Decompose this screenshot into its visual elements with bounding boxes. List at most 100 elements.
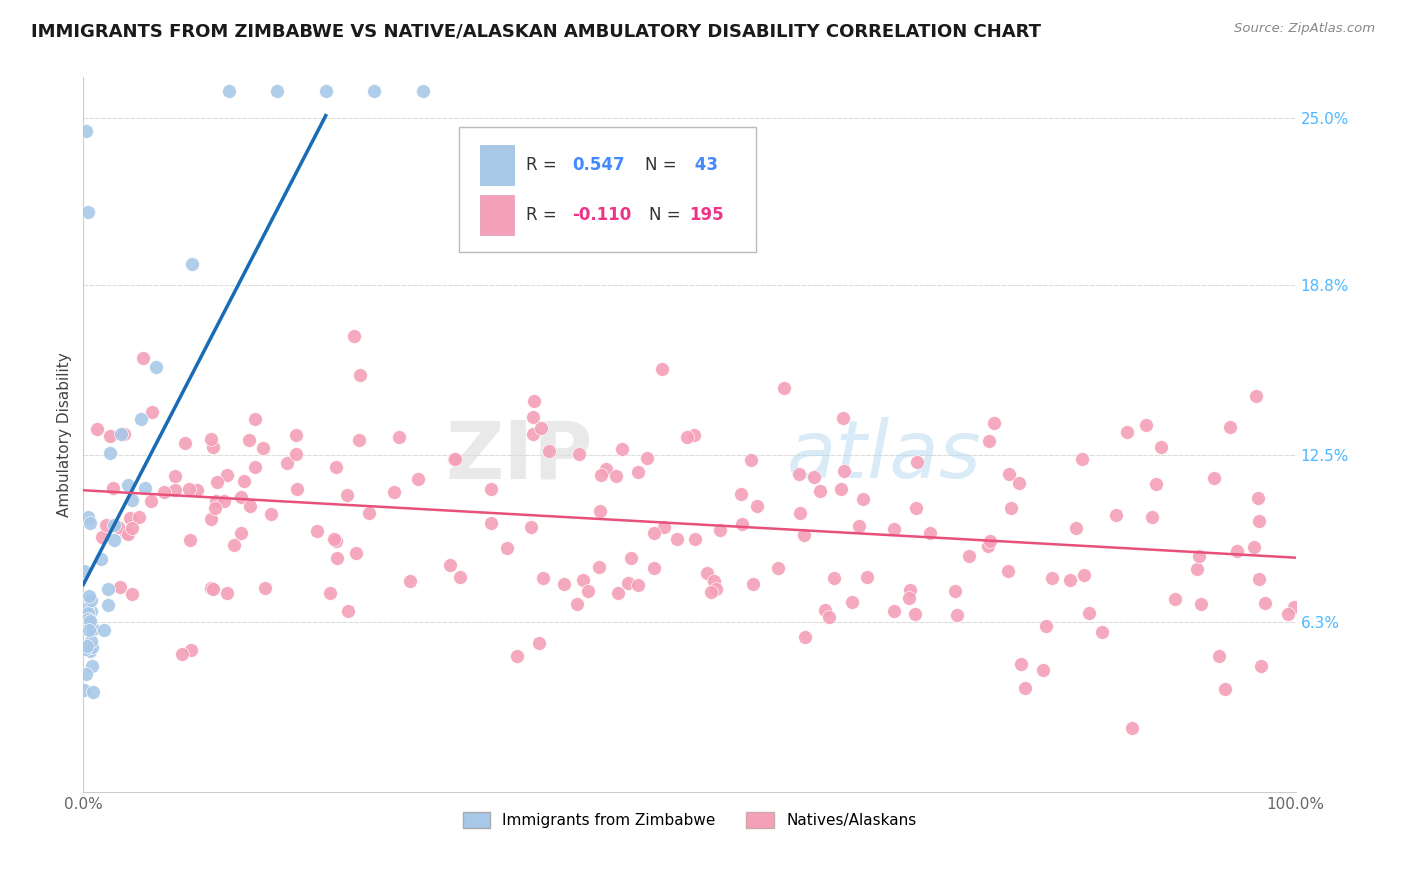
Point	[1032, 663, 1054, 677]
Point	[91, 530, 114, 544]
Point	[553, 576, 575, 591]
Point	[163, 469, 186, 483]
Point	[957, 549, 980, 563]
Point	[1254, 596, 1277, 610]
Point	[181, 257, 204, 271]
Point	[683, 532, 706, 546]
Point	[533, 151, 555, 165]
Point	[740, 453, 762, 467]
Point	[617, 575, 640, 590]
Point	[1121, 722, 1143, 736]
Point	[315, 84, 337, 98]
Point	[117, 527, 139, 541]
Point	[572, 574, 595, 588]
Point	[495, 541, 517, 556]
Point	[636, 451, 658, 466]
Point	[652, 520, 675, 534]
Point	[610, 442, 633, 457]
Point	[1249, 572, 1271, 586]
Point	[80, 634, 103, 648]
Point	[506, 648, 529, 663]
Point	[82, 622, 104, 636]
Point	[977, 434, 1000, 449]
Point	[665, 532, 688, 546]
Point	[77, 611, 100, 625]
Point	[595, 462, 617, 476]
Point	[179, 533, 201, 547]
Point	[170, 647, 193, 661]
Point	[201, 440, 224, 454]
Point	[76, 601, 98, 615]
Text: 43: 43	[689, 156, 718, 174]
Point	[349, 368, 371, 382]
Point	[481, 482, 503, 496]
Point	[336, 488, 359, 502]
Point	[343, 329, 366, 343]
Point	[1244, 389, 1267, 403]
Text: Source: ZipAtlas.com: Source: ZipAtlas.com	[1234, 22, 1375, 36]
Point	[307, 524, 329, 538]
Text: atlas: atlas	[786, 417, 981, 495]
Point	[943, 583, 966, 598]
Point	[627, 578, 650, 592]
Point	[231, 525, 253, 540]
Point	[565, 597, 588, 611]
Point	[239, 499, 262, 513]
Point	[80, 640, 103, 654]
Point	[406, 472, 429, 486]
Point	[215, 468, 238, 483]
Point	[412, 84, 434, 98]
Point	[841, 595, 863, 609]
Point	[363, 84, 385, 98]
Point	[79, 623, 101, 637]
Point	[103, 517, 125, 532]
Text: R =: R =	[526, 206, 562, 225]
Point	[96, 598, 118, 612]
Point	[589, 468, 612, 483]
Point	[76, 639, 98, 653]
Point	[905, 501, 928, 516]
Point	[818, 609, 841, 624]
Point	[76, 606, 98, 620]
Point	[215, 586, 238, 600]
Point	[589, 504, 612, 518]
Point	[1077, 606, 1099, 620]
Point	[110, 427, 132, 442]
Point	[344, 546, 367, 560]
Point	[529, 636, 551, 650]
Legend: Immigrants from Zimbabwe, Natives/Alaskans: Immigrants from Zimbabwe, Natives/Alaska…	[457, 806, 922, 834]
Point	[112, 426, 135, 441]
Point	[1219, 420, 1241, 434]
Point	[1135, 417, 1157, 432]
Point	[254, 581, 277, 595]
Point	[530, 421, 553, 435]
Point	[741, 577, 763, 591]
Point	[337, 603, 360, 617]
Point	[643, 526, 665, 541]
Point	[830, 482, 852, 496]
Point	[998, 467, 1021, 482]
Point	[808, 484, 831, 499]
Point	[82, 659, 104, 673]
Point	[1000, 500, 1022, 515]
Point	[439, 558, 461, 572]
FancyBboxPatch shape	[479, 195, 513, 235]
Point	[73, 613, 96, 627]
Point	[1070, 452, 1092, 467]
Point	[730, 487, 752, 501]
Point	[1008, 476, 1031, 491]
Point	[76, 510, 98, 524]
Point	[359, 507, 381, 521]
Point	[285, 428, 308, 442]
Point	[98, 446, 121, 460]
Point	[107, 520, 129, 534]
Point	[703, 574, 725, 588]
Point	[832, 410, 855, 425]
Point	[1014, 681, 1036, 696]
Point	[706, 582, 728, 597]
Point	[79, 615, 101, 629]
Point	[1226, 544, 1249, 558]
Point	[201, 582, 224, 597]
Text: 195: 195	[689, 206, 724, 225]
Point	[823, 571, 845, 585]
